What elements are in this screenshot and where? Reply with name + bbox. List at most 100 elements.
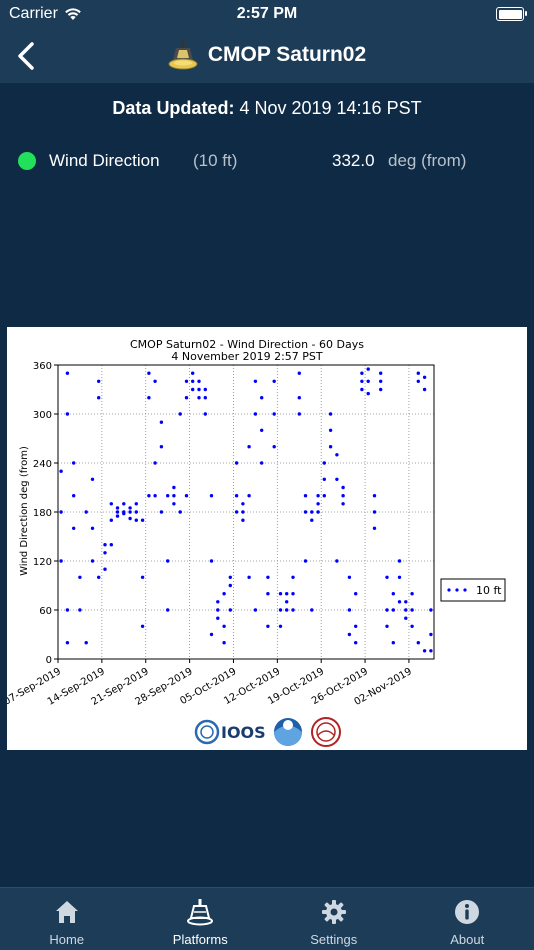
nav-bar: CMOP Saturn02 <box>0 28 534 83</box>
tab-settings[interactable]: Settings <box>267 888 401 950</box>
data-point <box>291 608 295 612</box>
data-point <box>341 485 345 490</box>
status-indicator <box>18 152 36 170</box>
data-point <box>65 412 70 416</box>
data-point <box>84 641 88 645</box>
data-point <box>429 632 433 637</box>
chart-subtitle: 4 November 2019 2:57 PST <box>171 350 323 363</box>
data-point <box>341 502 345 506</box>
tab-home[interactable]: Home <box>0 888 134 950</box>
data-point <box>266 592 270 596</box>
page-title: CMOP Saturn02 <box>207 43 367 66</box>
y-tick-label: 300 <box>33 410 52 421</box>
data-point <box>228 575 232 579</box>
data-point <box>316 494 320 498</box>
carrier: Carrier <box>9 5 82 23</box>
data-point <box>391 592 395 596</box>
tab-label: Platforms <box>172 932 228 947</box>
chart-points <box>59 367 433 653</box>
data-point <box>247 575 251 579</box>
data-point <box>109 518 114 522</box>
data-point <box>97 575 101 579</box>
data-point <box>134 510 138 514</box>
info-icon <box>455 900 480 924</box>
data-point <box>303 559 308 563</box>
sensor-reading-row[interactable]: Wind Direction (10 ft) 332.0 deg (from) <box>18 150 518 172</box>
data-point <box>159 420 164 424</box>
data-point <box>291 575 295 579</box>
data-point <box>260 461 264 465</box>
data-point <box>347 608 352 612</box>
data-point <box>285 608 289 612</box>
data-point <box>360 379 364 383</box>
data-point <box>272 412 276 416</box>
data-point <box>203 387 207 392</box>
data-point <box>234 494 239 498</box>
data-point <box>184 379 189 383</box>
data-point <box>209 559 214 563</box>
carrier-name: Carrier <box>9 5 58 22</box>
data-point <box>410 608 414 612</box>
data-point <box>216 608 220 612</box>
data-point <box>404 600 408 604</box>
data-point <box>128 506 132 510</box>
data-point <box>379 387 383 392</box>
data-point <box>360 371 364 375</box>
tab-platforms[interactable]: Platforms <box>134 888 268 950</box>
data-point <box>422 375 427 379</box>
data-point <box>241 502 245 506</box>
data-point <box>153 494 157 498</box>
tab-about[interactable]: About <box>401 888 534 950</box>
chart-legend: 10 ft <box>440 578 506 602</box>
y-tick-label: 360 <box>33 361 52 372</box>
data-updated-label: Data Updated: <box>112 98 235 118</box>
battery-icon <box>496 7 527 21</box>
battery-level <box>498 9 522 19</box>
data-point <box>59 469 63 473</box>
data-point <box>216 616 220 620</box>
data-point <box>297 412 301 416</box>
data-point <box>266 575 270 579</box>
nav-title-group: CMOP Saturn02 <box>0 38 534 72</box>
data-point <box>134 518 138 522</box>
data-point <box>128 516 132 521</box>
sensor-label: Wind Direction <box>49 151 160 170</box>
data-point <box>347 632 352 637</box>
data-point <box>354 641 358 645</box>
data-point <box>285 592 289 596</box>
data-point <box>366 379 370 383</box>
data-point <box>278 608 283 612</box>
data-point <box>197 379 201 383</box>
chart-svg: CMOP Saturn02 - Wind Direction - 60 Days… <box>7 338 506 747</box>
data-point <box>322 494 326 498</box>
data-point <box>328 445 333 449</box>
data-point <box>297 396 301 400</box>
data-point <box>410 624 414 628</box>
data-point <box>310 608 314 612</box>
chevron-left-icon[interactable] <box>10 38 46 74</box>
x-axis-ticks: 07-Sep-201914-Sep-201921-Sep-201928-Sep-… <box>7 659 414 708</box>
data-point <box>379 379 383 383</box>
data-point <box>391 641 395 645</box>
data-point <box>366 391 370 396</box>
svg-text:IOOS: IOOS <box>221 723 266 742</box>
data-point <box>90 477 95 481</box>
cmop-logo <box>311 717 341 747</box>
data-point <box>172 502 176 506</box>
data-point <box>366 367 370 371</box>
data-point <box>234 461 239 465</box>
data-point <box>166 559 170 563</box>
data-point <box>228 608 232 612</box>
data-point <box>115 510 120 514</box>
data-point <box>297 371 301 375</box>
data-point <box>404 608 408 612</box>
data-point <box>372 494 377 498</box>
data-point <box>222 641 226 645</box>
ioos-logo: IOOS <box>194 719 266 745</box>
data-point <box>72 526 76 530</box>
data-point <box>147 371 151 375</box>
data-point <box>222 624 226 628</box>
chart-grid <box>58 365 434 659</box>
data-point <box>372 526 377 530</box>
data-point <box>128 510 132 514</box>
